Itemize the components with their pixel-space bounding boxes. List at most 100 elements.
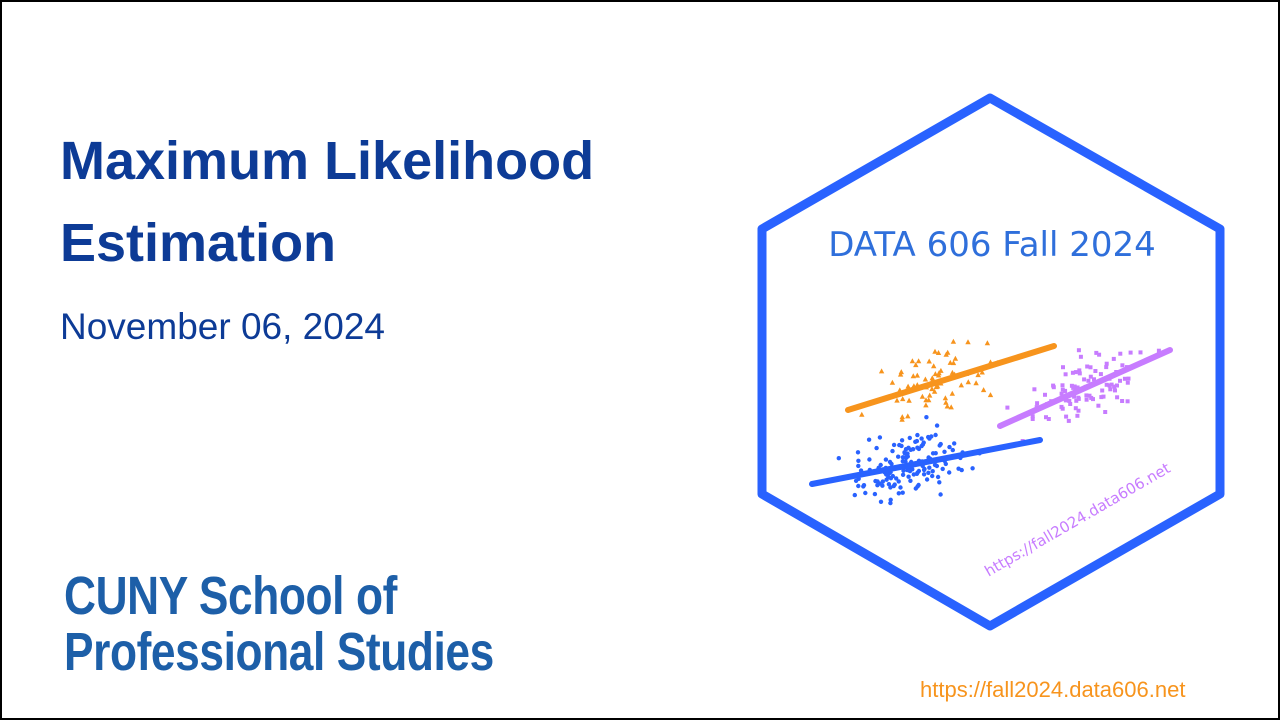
purple-point (1087, 393, 1092, 398)
orange-point (973, 380, 979, 386)
blue-point (930, 469, 935, 474)
cuny-sps-logo: CUNY School of Professional Studies (64, 568, 494, 680)
purple-point (1043, 392, 1047, 397)
blue-point (935, 474, 941, 480)
purple-point (1084, 397, 1089, 402)
purple-point (1084, 393, 1089, 398)
orange-point (889, 379, 896, 385)
orange-point (934, 383, 941, 389)
orange-point (958, 382, 964, 388)
orange-point (942, 395, 949, 401)
purple-point (1071, 385, 1076, 390)
purple-point (1094, 350, 1099, 355)
orange-point (965, 339, 971, 345)
blue-point (927, 436, 932, 441)
blue-point (856, 458, 861, 463)
purple-point (1051, 385, 1056, 390)
orange-point (965, 379, 971, 385)
blue-point (890, 473, 895, 479)
purple-point (1125, 399, 1130, 404)
purple-point (1098, 372, 1103, 377)
blue-point (886, 482, 892, 487)
blue-point (856, 463, 861, 469)
blue-point (943, 461, 948, 467)
purple-point (1035, 401, 1040, 406)
purple-point (1118, 351, 1123, 356)
blue-point (896, 454, 901, 459)
purple-point (1005, 405, 1010, 410)
blue-point (947, 444, 952, 450)
purple-point (1128, 350, 1133, 355)
purple-point (1107, 383, 1112, 388)
purple-point (1046, 417, 1051, 421)
logo-line-1: CUNY School of (64, 566, 397, 626)
purple-point (1060, 383, 1065, 388)
orange-point (948, 404, 954, 410)
slide-date: November 06, 2024 (60, 306, 385, 347)
blue-point (934, 423, 940, 428)
orange-point (950, 360, 957, 366)
blue-point (888, 500, 893, 506)
purple-point (1073, 370, 1078, 375)
orange-point (859, 411, 865, 417)
blue-point (884, 477, 889, 482)
purple-point (1076, 395, 1081, 400)
purple-point (1120, 399, 1125, 403)
blue-point (836, 456, 841, 461)
purple-point (1044, 415, 1048, 420)
purple-point (1122, 376, 1127, 381)
orange-point (987, 392, 994, 398)
orange-point (936, 370, 942, 376)
orange-point (984, 340, 991, 346)
blue-point (924, 415, 929, 420)
blue-point (883, 457, 889, 462)
blue-point (927, 465, 932, 470)
purple-point (1156, 348, 1161, 353)
purple-point (1077, 368, 1082, 373)
purple-point (1104, 361, 1109, 366)
blue-point (911, 472, 916, 477)
purple-point (1138, 350, 1143, 355)
orange-point (949, 369, 956, 375)
purple-point (1093, 369, 1098, 373)
purple-point (1077, 371, 1082, 376)
purple-point (1030, 417, 1035, 421)
purple-point (1096, 403, 1101, 408)
orange-point (894, 397, 900, 403)
orange-point (913, 362, 919, 368)
orange-point (944, 403, 950, 409)
purple-point (1125, 380, 1130, 385)
blue-point (910, 447, 916, 452)
course-url-link[interactable]: https://fall2024.data606.net (920, 677, 1186, 702)
blue-point (874, 445, 879, 451)
purple-point (1115, 383, 1119, 388)
purple-point (1086, 378, 1091, 383)
blue-point (887, 459, 893, 465)
blue-trend-line (809, 437, 1043, 487)
orange-point (922, 376, 929, 382)
hex-sticker-graphic: DATA 606 Fall 2024 https://fall2024.data… (757, 93, 1225, 631)
blue-point (924, 477, 930, 482)
blue-point (938, 441, 943, 447)
blue-point (919, 436, 924, 441)
purple-point (1126, 376, 1131, 381)
blue-point (942, 449, 947, 454)
purple-point (1120, 363, 1125, 368)
orange-point (909, 358, 916, 364)
purple-point (1068, 402, 1073, 406)
purple-point (1064, 414, 1069, 419)
blue-point (898, 485, 903, 490)
purple-point (1112, 384, 1117, 389)
blue-point (933, 432, 938, 438)
blue-point (914, 438, 920, 444)
orange-point (931, 388, 938, 394)
purple-point (1063, 372, 1068, 377)
blue-point (891, 442, 897, 448)
course-hex-sticker: DATA 606 Fall 2024 https://fall2024.data… (742, 86, 1242, 636)
purple-point (1075, 413, 1080, 418)
blue-point (959, 467, 964, 473)
purple-point (1072, 394, 1077, 399)
logo-line-2: Professional Studies (64, 622, 494, 682)
purple-point (1060, 406, 1065, 411)
blue-point (872, 491, 878, 497)
